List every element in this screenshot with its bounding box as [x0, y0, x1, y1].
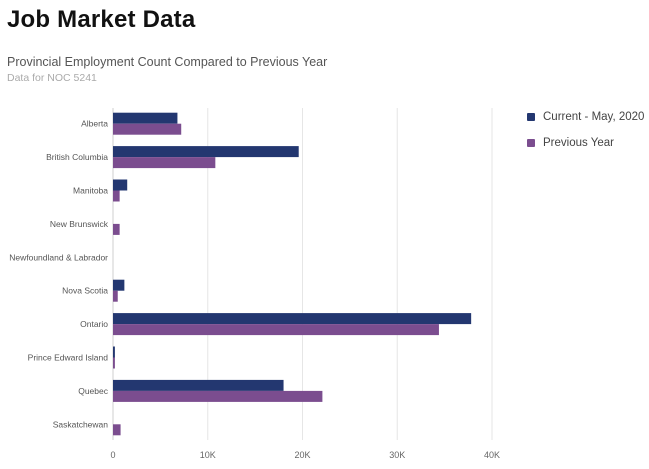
bar-current[interactable]: [113, 313, 472, 325]
category-label: Quebec: [78, 386, 109, 396]
bar-previous-year[interactable]: [113, 190, 120, 202]
bar-previous-year[interactable]: [113, 290, 118, 302]
bar-current[interactable]: [113, 346, 115, 358]
legend-swatch-previous-year: [527, 139, 535, 147]
legend-label-current: Current - May, 2020: [543, 111, 645, 123]
chart-subtitle: Data for NOC 5241: [7, 72, 97, 84]
x-tick-label: 20K: [294, 450, 310, 460]
category-label: British Columbia: [46, 152, 108, 162]
x-tick-label: 0: [110, 450, 115, 460]
chart-title: Provincial Employment Count Compared to …: [7, 55, 328, 69]
legend-label-previous-year: Previous Year: [543, 137, 614, 149]
legend-item-current[interactable]: Current - May, 2020: [527, 110, 644, 124]
legend-item-previous-year[interactable]: Previous Year: [527, 136, 644, 150]
bar-current[interactable]: [113, 146, 299, 158]
bar-current[interactable]: [113, 179, 128, 191]
category-labels: Alberta British Columbia Manitoba New Bruns…: [9, 119, 109, 430]
bar-previous-year[interactable]: [113, 390, 323, 402]
category-label: Prince Edward Island: [28, 353, 109, 363]
category-label: Ontario: [80, 319, 108, 329]
bar-current[interactable]: [113, 279, 125, 291]
x-axis-ticks: 0 10K 20K 30K 40K: [110, 450, 500, 460]
category-label: Newfoundland & Labrador: [9, 252, 108, 262]
category-label: Nova Scotia: [62, 286, 108, 296]
x-tick-label: 40K: [484, 450, 500, 460]
bar-previous-year[interactable]: [113, 157, 216, 169]
category-label: Manitoba: [73, 186, 108, 196]
category-label: Alberta: [81, 119, 108, 129]
bar-previous-year[interactable]: [113, 357, 115, 369]
bar-current[interactable]: [113, 112, 178, 124]
bar-previous-year[interactable]: [113, 123, 182, 135]
page-title: Job Market Data: [7, 6, 196, 33]
bar-current[interactable]: [113, 379, 284, 391]
legend: Current - May, 2020 Previous Year: [527, 110, 644, 162]
bar-previous-year[interactable]: [113, 424, 121, 436]
x-tick-label: 30K: [389, 450, 405, 460]
bar-previous-year[interactable]: [113, 223, 120, 235]
legend-swatch-current: [527, 113, 535, 121]
bar-previous-year[interactable]: [113, 324, 439, 336]
category-label: Saskatchewan: [53, 419, 109, 429]
category-label: New Brunswick: [50, 219, 109, 229]
bars: [113, 112, 472, 436]
x-tick-label: 10K: [200, 450, 216, 460]
